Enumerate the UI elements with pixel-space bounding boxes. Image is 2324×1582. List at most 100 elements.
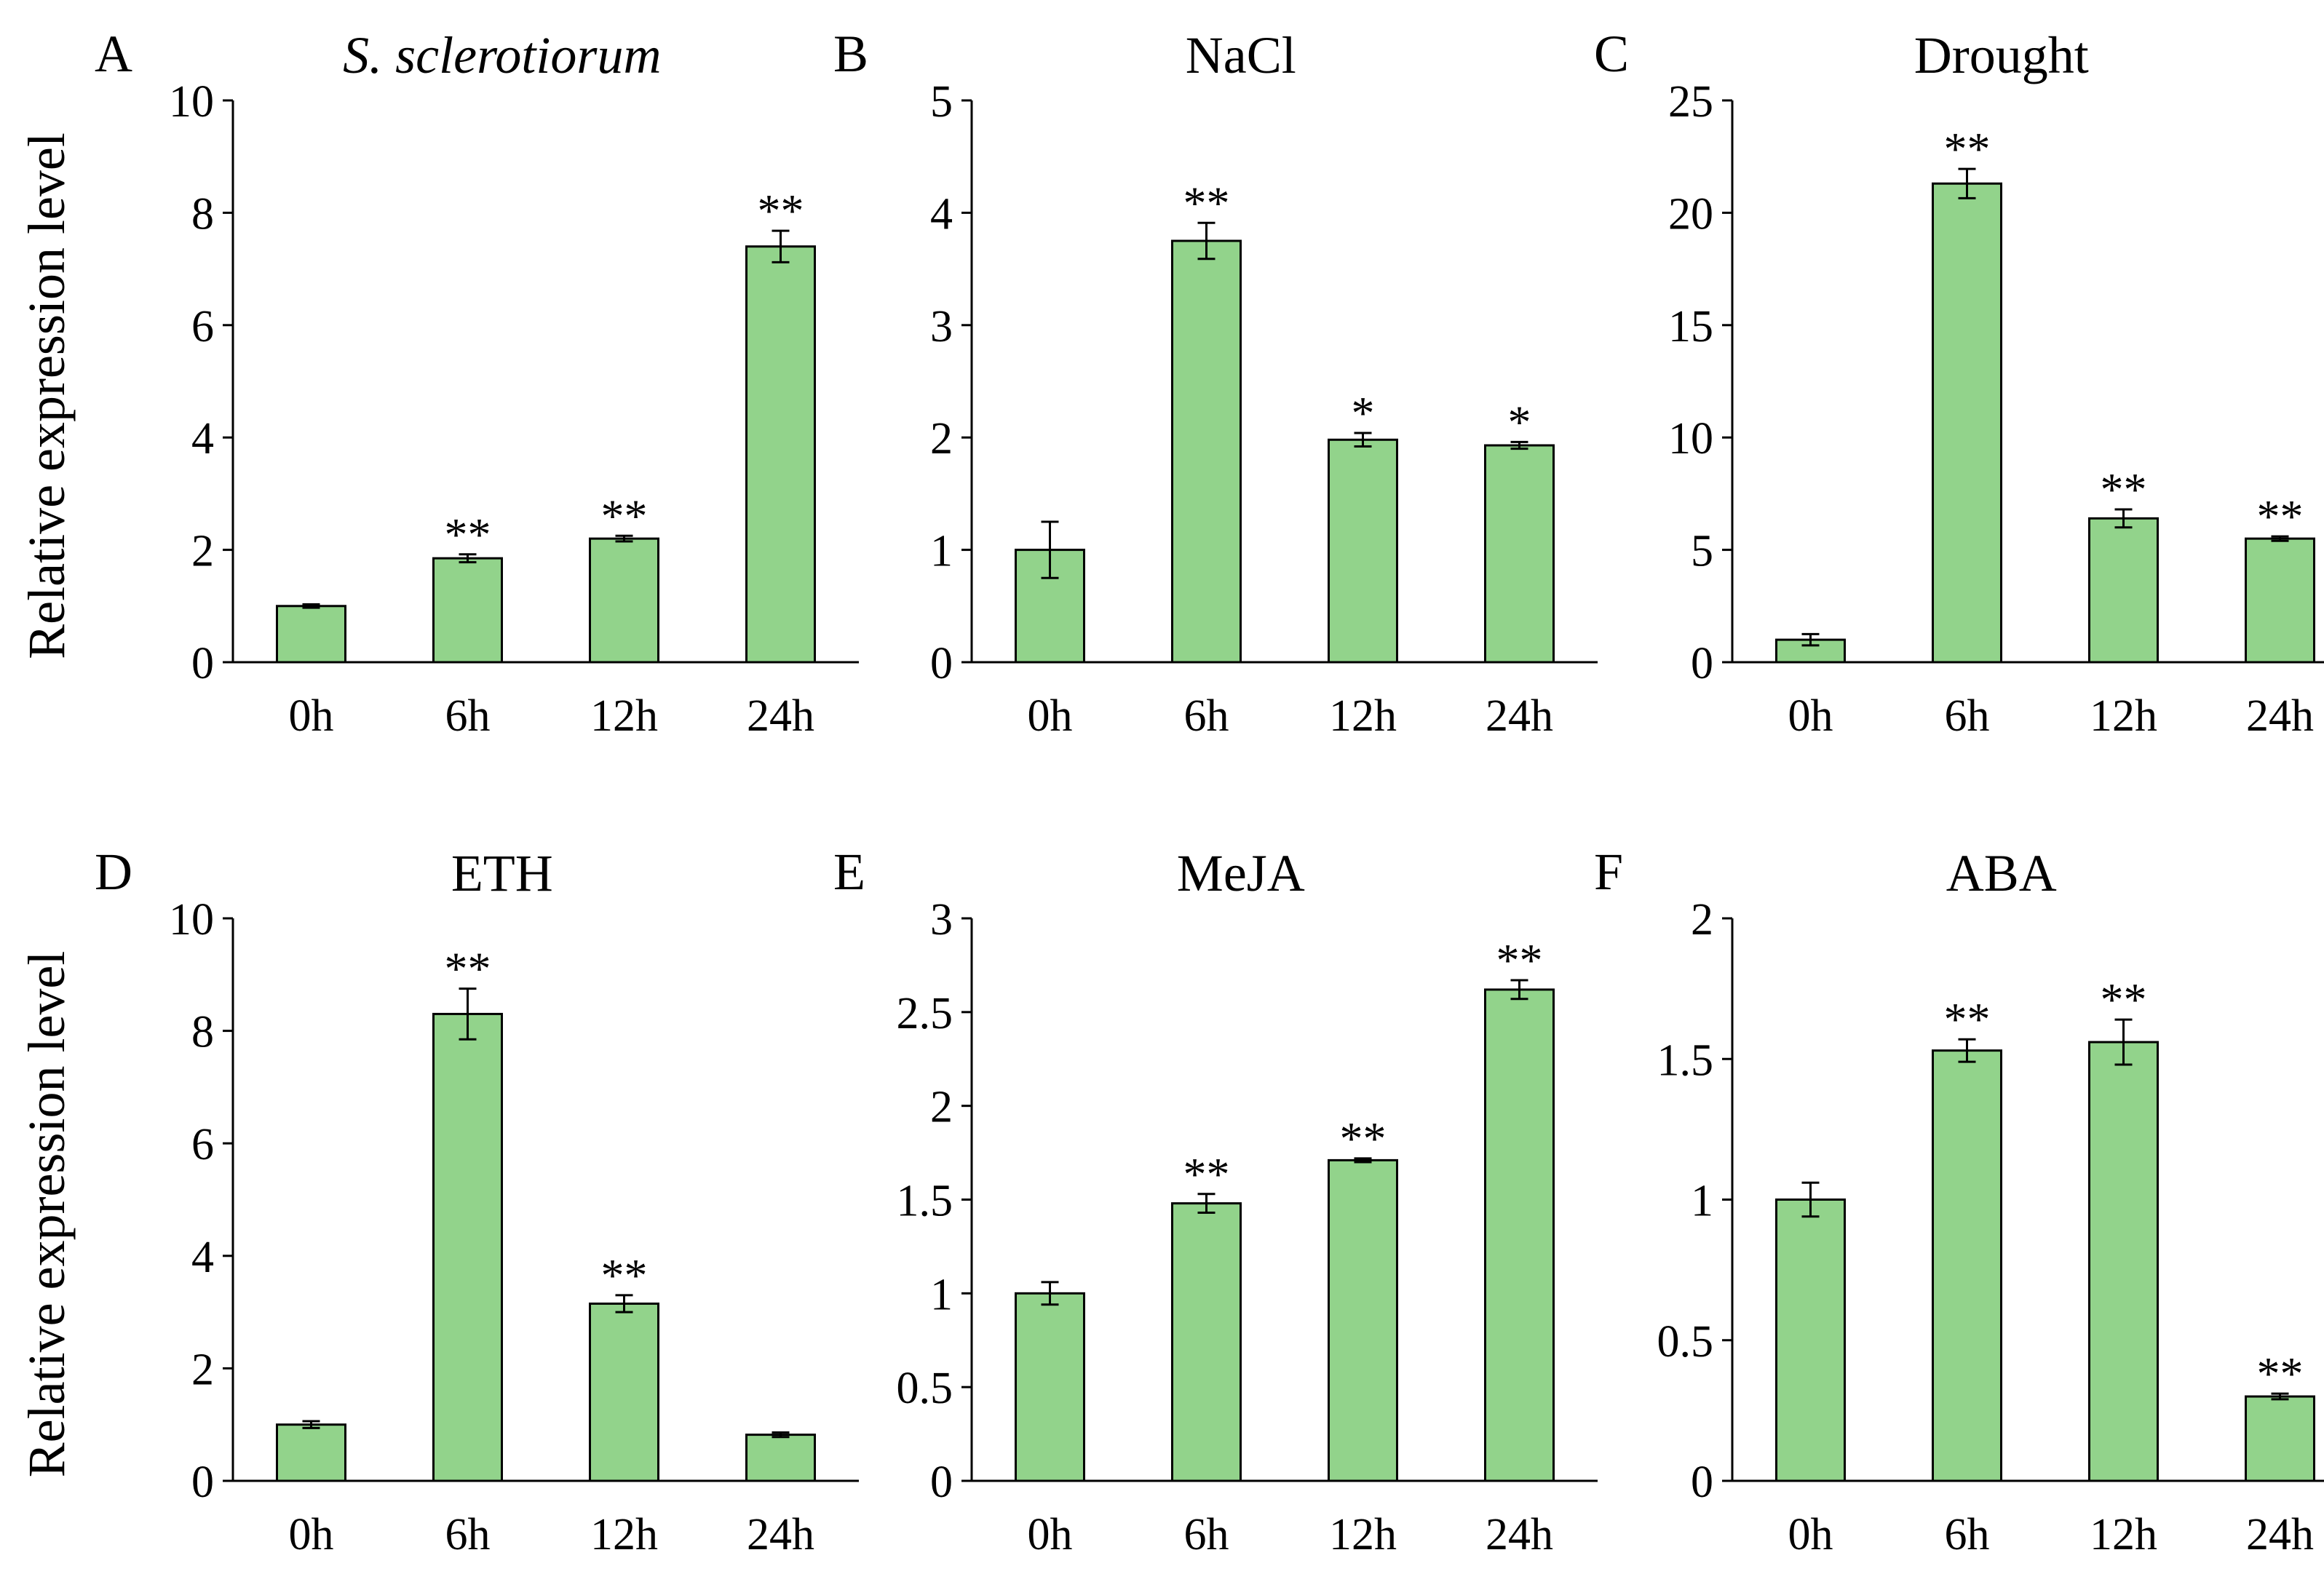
y-tick-label: 0 [930,639,953,688]
y-tick-label: 0.5 [1657,1317,1714,1367]
y-tick-label: 0 [1691,1458,1713,1507]
y-axis-label: Relative expression level [17,132,76,659]
x-tick-label: 12h [1329,1510,1397,1559]
y-tick-label: 2 [930,1083,953,1132]
bar-0h [276,605,346,664]
y-tick-label: 0 [191,1458,214,1507]
significance-marker: ** [2101,974,2147,1025]
panel-b: 0 1 2 3 4 5 0h 6h ** 12h * 24h * B NaCl [833,25,1598,741]
panel-letter: A [95,25,132,83]
bar-6h [1932,1049,2002,1482]
x-tick-label: 0h [1028,1510,1073,1559]
y-tick-label: 8 [191,189,214,239]
y-tick-label: 2 [191,527,214,576]
x-tick-label: 6h [1945,1510,1990,1559]
significance-marker: ** [2257,490,2304,542]
bar-24h [745,245,816,664]
y-tick-label: 2.5 [897,989,953,1038]
bar-0h [1775,1199,1846,1482]
y-tick-label: 0 [1691,639,1713,688]
y-tick-label: 8 [191,1008,214,1057]
x-tick-label: 0h [289,691,334,741]
significance-marker: * [1352,387,1375,439]
significance-marker: ** [1183,1148,1230,1200]
y-tick-label: 10 [169,77,214,127]
bar-6h [1171,239,1242,664]
x-tick-label: 12h [590,1510,658,1559]
y-tick-label: 0 [930,1458,953,1507]
x-tick-label: 12h [2090,691,2157,741]
y-tick-label: 2 [930,414,953,464]
x-tick-label: 6h [445,1510,491,1559]
bar-0h [1015,1292,1085,1482]
y-tick-label: 1 [1691,1177,1713,1226]
panel-letter: C [1594,25,1629,83]
y-tick-label: 0.5 [897,1364,953,1413]
significance-marker: ** [1944,993,1991,1045]
y-tick-label: 5 [930,77,953,127]
x-tick-label: 12h [590,691,658,741]
panel-a: 0 2 4 6 8 10 0h 6h ** 12h ** 24h ** A S. sclerotiorum R… [17,25,859,741]
y-tick-label: 10 [1668,414,1713,464]
y-tick-label: 6 [191,302,214,351]
x-tick-label: 0h [289,1510,334,1559]
significance-marker: ** [1944,123,1991,175]
bar-12h [589,537,659,664]
x-tick-label: 6h [1184,1510,1229,1559]
panel-title: NaCl [1186,26,1296,84]
x-tick-label: 0h [1788,691,1833,741]
panel-letter: B [833,25,868,83]
x-tick-label: 6h [1184,691,1229,741]
x-tick-label: 24h [2246,1510,2314,1559]
significance-marker: ** [601,1249,648,1301]
bar-12h [2088,517,2159,664]
bar-24h [745,1434,816,1482]
panel-letter: E [833,843,865,901]
panel-title: ABA [1946,844,2057,902]
bar-24h [2245,1395,2315,1482]
y-tick-label: 6 [191,1120,214,1169]
y-tick-label: 3 [930,895,953,945]
significance-marker: ** [601,490,648,541]
y-tick-label: 15 [1668,302,1713,351]
x-tick-label: 6h [1945,691,1990,741]
y-tick-label: 5 [1691,527,1713,576]
panel-d: 0 2 4 6 8 10 0h 6h ** 12h ** 24h D ETH Relative expres… [17,843,859,1559]
y-tick-label: 4 [191,1233,214,1282]
significance-marker: ** [2257,1348,2304,1399]
bar-24h [2245,537,2315,664]
significance-marker: ** [445,509,491,560]
significance-marker: ** [758,185,804,236]
significance-marker: ** [1340,1113,1387,1164]
significance-marker: ** [445,943,491,995]
bar-24h [1484,988,1555,1482]
y-tick-label: 4 [191,414,214,464]
x-tick-label: 0h [1788,1510,1833,1559]
y-tick-label: 0 [191,639,214,688]
y-tick-label: 1 [930,527,953,576]
panel-f: 0 0.5 1 1.5 2 0h 6h ** 12h ** 24h ** F ABA [1594,843,2324,1559]
y-axis-label: Relative expression level [17,951,76,1478]
x-tick-label: 24h [1486,691,1553,741]
y-tick-label: 10 [169,895,214,945]
y-tick-label: 4 [930,189,953,239]
panel-title: Drought [1914,26,2089,84]
y-tick-label: 1.5 [897,1177,953,1226]
bar-6h [1932,182,2002,664]
panel-c: 0 5 10 15 20 25 0h 6h ** 12h ** 24h ** C Drought [1594,25,2324,741]
bar-12h [2088,1041,2159,1482]
bar-6h [1171,1202,1242,1482]
significance-marker: * [1508,396,1531,448]
y-tick-label: 3 [930,302,953,351]
y-tick-label: 20 [1668,189,1713,239]
x-tick-label: 24h [747,691,814,741]
y-tick-label: 25 [1668,77,1713,127]
bar-12h [589,1303,659,1482]
significance-marker: ** [1496,934,1543,986]
bar-12h [1328,1158,1398,1482]
bar-6h [432,1012,503,1482]
bar-24h [1484,444,1555,664]
x-tick-label: 24h [747,1510,814,1559]
bar-6h [432,557,503,664]
